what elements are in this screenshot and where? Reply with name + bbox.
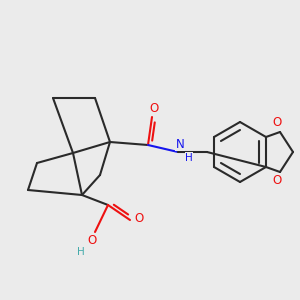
Text: H: H — [185, 153, 193, 163]
Text: O: O — [134, 212, 144, 226]
Text: O: O — [272, 116, 282, 130]
Text: O: O — [149, 101, 159, 115]
Text: H: H — [77, 247, 85, 257]
Text: O: O — [87, 235, 97, 248]
Text: O: O — [272, 175, 282, 188]
Text: N: N — [176, 137, 184, 151]
